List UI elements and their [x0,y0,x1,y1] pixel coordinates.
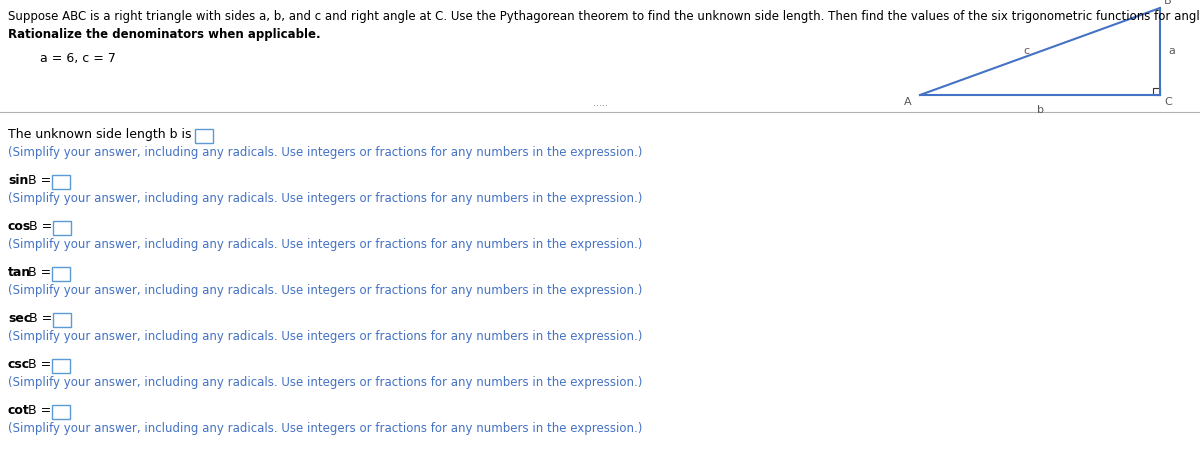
Bar [52,267,70,281]
Text: Suppose ABC is a right triangle with sides a, b, and c and right angle at C. Use: Suppose ABC is a right triangle with sid… [8,10,1200,23]
Text: sin: sin [8,174,29,187]
Text: B =: B = [24,358,52,371]
Text: c: c [1022,47,1030,57]
Text: B: B [1164,0,1171,6]
Text: csc: csc [8,358,30,371]
Bar [53,221,71,235]
Text: B =: B = [24,174,52,187]
Text: a: a [1168,47,1175,57]
Text: (Simplify your answer, including any radicals. Use integers or fractions for any: (Simplify your answer, including any rad… [8,146,642,159]
Text: B =: B = [25,220,53,233]
Bar [1153,88,1160,95]
Text: tan: tan [8,266,31,279]
Text: cot: cot [8,404,30,417]
Text: The unknown side length b is: The unknown side length b is [8,128,192,141]
Text: A: A [905,97,912,107]
Bar [194,129,214,143]
Text: C: C [1164,97,1171,107]
Text: .....: ..... [593,98,607,108]
Text: cos: cos [8,220,31,233]
Text: (Simplify your answer, including any radicals. Use integers or fractions for any: (Simplify your answer, including any rad… [8,376,642,389]
Text: (Simplify your answer, including any radicals. Use integers or fractions for any: (Simplify your answer, including any rad… [8,330,642,343]
Text: Rationalize the denominators when applicable.: Rationalize the denominators when applic… [8,28,320,41]
Bar [52,359,70,373]
Text: sec: sec [8,312,31,325]
Text: b: b [1037,105,1044,115]
Bar [52,175,70,189]
Text: (Simplify your answer, including any radicals. Use integers or fractions for any: (Simplify your answer, including any rad… [8,284,642,297]
Bar [52,405,70,419]
Text: B =: B = [24,404,52,417]
Bar [53,313,71,327]
Text: B =: B = [24,266,52,279]
Text: B =: B = [25,312,53,325]
Text: (Simplify your answer, including any radicals. Use integers or fractions for any: (Simplify your answer, including any rad… [8,238,642,251]
Text: a = 6, c = 7: a = 6, c = 7 [40,52,116,65]
Text: (Simplify your answer, including any radicals. Use integers or fractions for any: (Simplify your answer, including any rad… [8,422,642,435]
Text: (Simplify your answer, including any radicals. Use integers or fractions for any: (Simplify your answer, including any rad… [8,192,642,205]
